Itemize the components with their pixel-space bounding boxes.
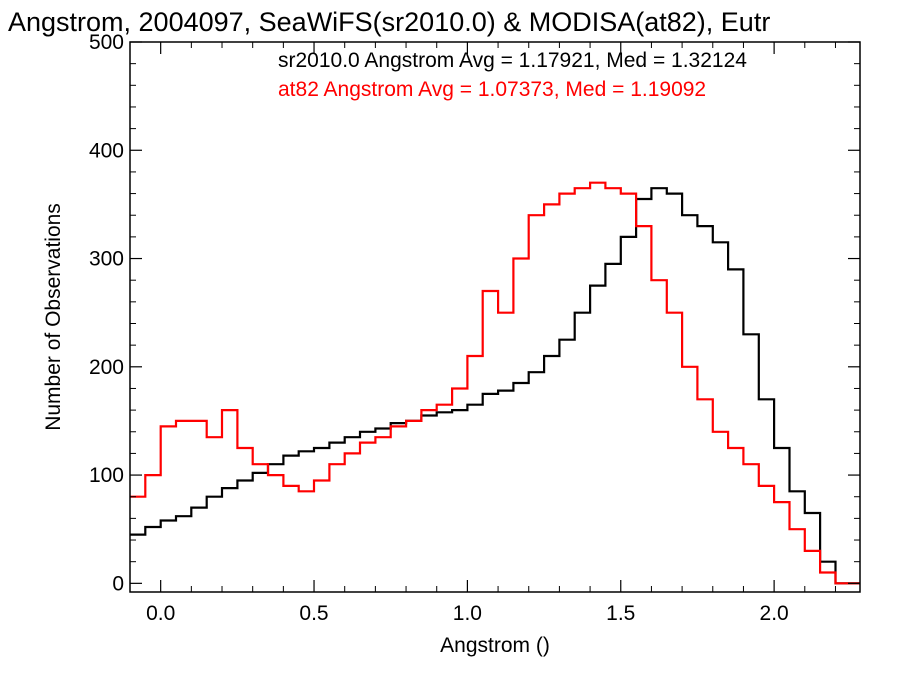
series-line-1 <box>130 181 860 585</box>
y-axis-label: Number of Observations <box>42 203 65 431</box>
x-tick-label: 0.5 <box>299 602 328 625</box>
chart-title: Angstrom, 2004097, SeaWiFS(sr2010.0) & M… <box>8 7 770 37</box>
y-tick-label: 500 <box>89 31 124 54</box>
y-tick-label: 0 <box>112 572 124 595</box>
plot-frame <box>129 41 861 593</box>
y-tick-label: 300 <box>89 248 124 271</box>
series-line-0 <box>130 187 860 585</box>
y-tick-label: 400 <box>89 139 124 162</box>
x-tick-label: 1.5 <box>606 602 635 625</box>
x-tick-label: 2.0 <box>760 602 789 625</box>
x-tick-label: 0.0 <box>146 602 175 625</box>
x-axis-label: Angstrom () <box>440 634 550 657</box>
y-tick-label: 100 <box>89 464 124 487</box>
ticks-layer: 0.0 0.5 1.0 1.5 2.0 0 100 200 300 400 500 <box>89 31 860 625</box>
legend-entry-at82: at82 Angstrom Avg = 1.07373, Med = 1.190… <box>278 78 706 101</box>
x-tick-label: 1.0 <box>453 602 482 625</box>
legend-entry-sr2010: sr2010.0 Angstrom Avg = 1.17921, Med = 1… <box>278 49 747 72</box>
y-tick-label: 200 <box>89 356 124 379</box>
series-layer <box>130 181 860 585</box>
